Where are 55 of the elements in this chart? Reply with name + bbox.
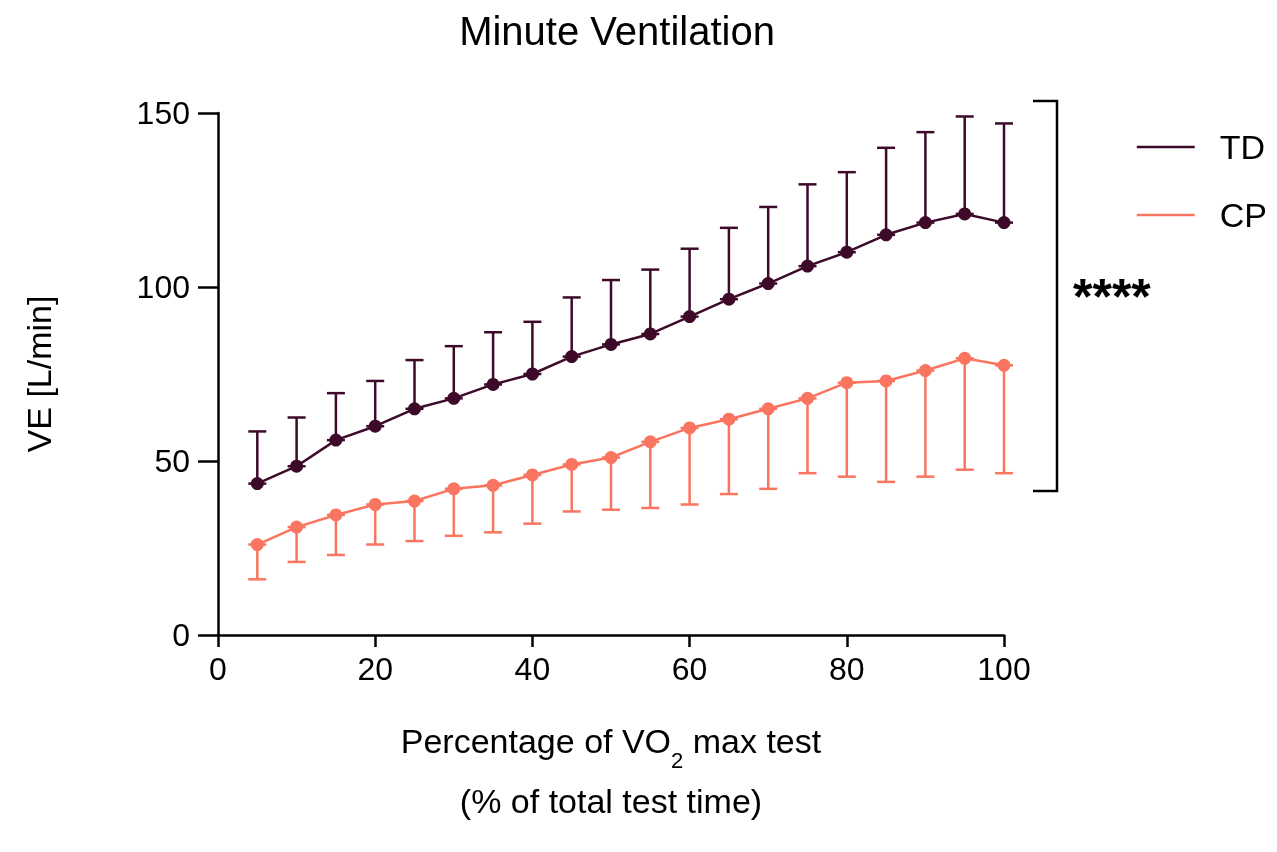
point — [447, 391, 461, 405]
point — [329, 433, 343, 447]
point — [683, 421, 697, 435]
point — [408, 402, 421, 416]
point — [879, 228, 893, 242]
y-tick-label: 50 — [154, 443, 190, 479]
x-tick-label: 80 — [829, 651, 865, 687]
point — [525, 367, 539, 381]
point — [840, 245, 854, 259]
x-tick-label: 0 — [209, 651, 227, 687]
legend-label: CP — [1219, 196, 1267, 234]
y-tick-label: 0 — [172, 617, 190, 653]
point — [250, 538, 264, 552]
chart-title: Minute Ventilation — [459, 9, 775, 53]
point — [290, 520, 304, 534]
point — [486, 478, 500, 492]
x-tick-label: 20 — [357, 651, 393, 687]
point — [250, 477, 264, 491]
point — [958, 207, 972, 221]
y-tick-label: 100 — [136, 269, 190, 305]
point — [368, 419, 382, 433]
point — [290, 459, 304, 473]
point — [918, 364, 932, 378]
legend-label: TD — [1219, 128, 1266, 166]
point — [447, 482, 461, 496]
y-tick-label: 150 — [136, 95, 190, 131]
text: **** — [1073, 269, 1152, 325]
point — [918, 216, 932, 230]
x-tick-label: 60 — [671, 651, 708, 687]
point — [565, 457, 579, 471]
point — [722, 292, 736, 306]
point — [643, 327, 657, 341]
point — [643, 435, 657, 449]
point — [879, 374, 893, 388]
point — [408, 494, 421, 508]
point — [840, 376, 854, 390]
point — [683, 310, 697, 324]
point — [761, 277, 775, 291]
point — [486, 377, 500, 391]
point — [801, 259, 814, 273]
point — [801, 391, 814, 405]
point — [368, 498, 382, 511]
point — [525, 468, 539, 482]
point — [604, 337, 618, 351]
point — [604, 451, 618, 465]
x-tick-label: 100 — [977, 651, 1031, 687]
point — [761, 402, 775, 416]
x-tick-label: 40 — [514, 651, 551, 687]
point — [958, 351, 972, 365]
point — [997, 216, 1011, 230]
y-axis-title: VE [L/min] — [20, 295, 58, 453]
point — [997, 358, 1011, 372]
point — [565, 350, 579, 364]
point — [329, 508, 343, 522]
point — [722, 412, 736, 426]
